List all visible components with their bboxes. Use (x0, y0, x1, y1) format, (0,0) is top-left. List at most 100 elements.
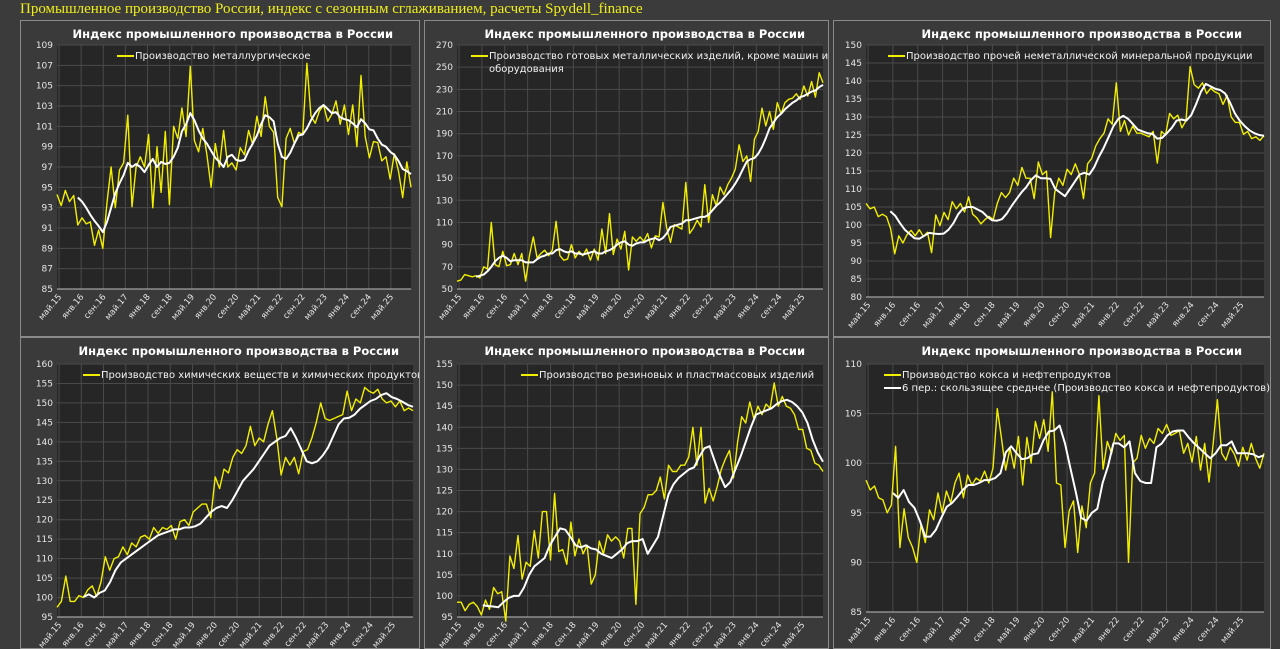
x-tick-label: сен.24 (1195, 301, 1221, 330)
legend-label: Производство готовых металлических издел… (489, 51, 828, 62)
x-tick-label: май.19 (995, 616, 1022, 646)
y-tick-label: 110 (436, 218, 453, 228)
x-tick-label: янв.18 (946, 301, 972, 330)
x-tick-label: май.21 (1070, 301, 1097, 331)
x-tick-label: янв.22 (1096, 301, 1122, 330)
y-tick-label: 100 (36, 594, 53, 604)
x-tick-label: май.23 (1144, 301, 1171, 331)
y-tick-label: 140 (36, 438, 53, 448)
series-line-moving-average (892, 424, 1265, 538)
y-tick-label: 103 (36, 102, 53, 112)
chart-svg: Индекс промышленного производства в Росс… (845, 344, 1270, 646)
x-tick-label: янв.16 (872, 616, 898, 645)
x-tick-label: сен.16 (897, 301, 923, 330)
y-tick-label: 90 (851, 558, 863, 568)
y-tick-label: 105 (36, 82, 53, 92)
y-tick-label: 150 (36, 399, 53, 409)
x-tick-label: май.25 (371, 621, 398, 648)
chart-panel-coke-petroleum: Индекс промышленного производства в Росс… (833, 337, 1271, 649)
x-tick-label: май.25 (780, 293, 807, 323)
x-tick-label: янв.24 (325, 293, 351, 322)
chart-panel-nonmetallic-minerals: Индекс промышленного производства в Росс… (833, 20, 1271, 337)
y-tick-label: 95 (851, 509, 862, 519)
x-tick-label: янв.18 (126, 293, 152, 322)
x-tick-label: янв.22 (667, 293, 693, 322)
chart-panel-metallurgy: Индекс промышленного производства в Росс… (20, 20, 420, 337)
x-tick-label: янв.16 (872, 301, 898, 330)
x-tick-label: май.19 (995, 301, 1022, 331)
x-tick-label: янв.16 (461, 621, 487, 648)
y-tick-label: 130 (845, 113, 862, 123)
x-tick-label: май.15 (437, 293, 464, 323)
y-tick-label: 135 (845, 95, 862, 105)
x-tick-label: май.15 (37, 293, 64, 323)
y-tick-label: 120 (436, 508, 453, 518)
x-tick-label: янв.20 (598, 293, 624, 322)
y-tick-label: 145 (436, 402, 453, 412)
y-tick-label: 100 (845, 459, 862, 469)
y-tick-label: 85 (42, 285, 53, 295)
x-tick-label: май.25 (1219, 301, 1246, 331)
series-line-raw (457, 382, 824, 622)
series-line-moving-average (77, 104, 412, 234)
y-tick-label: 125 (36, 496, 53, 506)
y-tick-label: 125 (845, 131, 862, 141)
y-tick-label: 109 (36, 41, 53, 51)
y-tick-label: 120 (36, 516, 53, 526)
x-tick-label: май.19 (574, 293, 601, 323)
chart-panel-metal-products: Индекс промышленного производства в Росс… (424, 20, 829, 337)
y-tick-label: 155 (36, 379, 53, 389)
x-tick-label: май.19 (574, 621, 601, 648)
x-tick-label: янв.18 (529, 293, 555, 322)
y-tick-label: 135 (36, 457, 53, 467)
chart-title: Индекс промышленного производства в Росс… (485, 344, 805, 358)
x-tick-label: май.23 (1144, 616, 1171, 646)
y-tick-label: 100 (845, 221, 862, 231)
chart-title: Индекс промышленного производства в Росс… (485, 27, 805, 41)
x-tick-label: май.21 (643, 621, 670, 648)
y-tick-label: 100 (436, 592, 453, 602)
x-tick-label: янв.20 (598, 621, 624, 648)
x-tick-label: янв.16 (60, 293, 86, 322)
y-tick-label: 145 (845, 59, 862, 69)
x-tick-label: янв.24 (1170, 616, 1196, 645)
y-tick-label: 145 (36, 418, 53, 428)
legend-label: 6 пер.: скользящее среднее (Производство… (902, 383, 1270, 394)
x-tick-label: сен.20 (1046, 616, 1072, 645)
chart-svg: Индекс промышленного производства в Росс… (36, 344, 419, 648)
y-tick-label: 130 (436, 465, 453, 475)
series-line-raw (56, 62, 412, 249)
y-tick-label: 210 (436, 108, 453, 118)
y-tick-label: 115 (36, 535, 53, 545)
y-tick-label: 135 (436, 444, 453, 454)
series-line-moving-average (482, 398, 824, 609)
y-tick-label: 115 (436, 529, 453, 539)
x-tick-label: май.17 (921, 301, 948, 331)
y-tick-label: 110 (36, 555, 53, 565)
y-tick-label: 130 (36, 477, 53, 487)
y-tick-label: 97 (42, 163, 53, 173)
chart-title: Индекс промышленного производства в Росс… (922, 27, 1242, 41)
y-tick-label: 89 (42, 244, 54, 254)
y-tick-label: 95 (851, 239, 862, 249)
x-tick-label: май.15 (846, 301, 873, 331)
y-tick-label: 160 (36, 360, 53, 370)
x-tick-label: май.17 (103, 293, 130, 323)
x-tick-label: май.25 (780, 621, 807, 648)
x-tick-label: май.17 (921, 616, 948, 646)
x-tick-label: сен.18 (971, 616, 997, 645)
x-tick-label: янв.24 (735, 621, 761, 648)
y-tick-label: 105 (36, 574, 53, 584)
y-tick-label: 50 (442, 285, 454, 295)
legend-label: Производство кокса и нефтепродуктов (902, 370, 1111, 381)
legend-label: Производство прочей неметаллической мине… (906, 51, 1253, 62)
y-tick-label: 95 (42, 613, 53, 623)
x-tick-label: май.21 (643, 293, 670, 323)
x-tick-label: сен.24 (1195, 616, 1221, 645)
x-tick-label: май.17 (506, 621, 533, 648)
legend-label: Производство металлургическое (135, 51, 311, 62)
x-tick-label: май.15 (437, 621, 464, 648)
y-tick-label: 190 (436, 130, 453, 140)
legend-label: оборудования (489, 64, 564, 75)
y-tick-label: 150 (436, 381, 453, 391)
